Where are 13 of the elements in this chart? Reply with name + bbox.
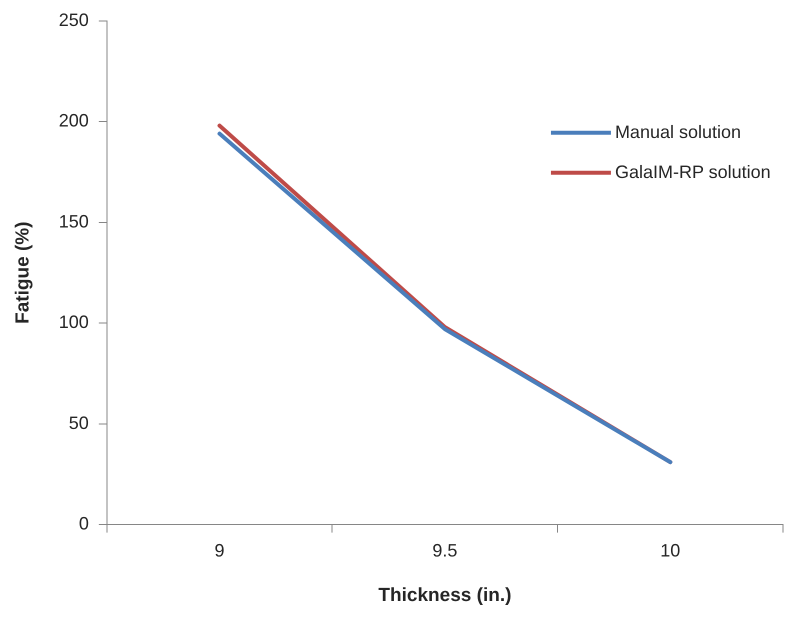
- y-tick-label: 100: [58, 312, 89, 332]
- x-axis-title: Thickness (in.): [378, 584, 512, 606]
- y-tick-label: 200: [58, 110, 89, 131]
- legend-label: GalaIM-RP solution: [614, 162, 771, 182]
- x-tick-label: 10: [660, 540, 680, 560]
- y-tick-label: 0: [78, 514, 89, 534]
- x-tick-label: 9.5: [432, 540, 458, 560]
- x-tick-label: 9: [214, 540, 225, 560]
- y-axis-title: Fatigue (%): [12, 222, 34, 324]
- legend-label: Manual solution: [614, 122, 742, 142]
- y-tick-label: 150: [58, 211, 89, 232]
- y-tick-label: 50: [68, 412, 89, 433]
- y-tick-label: 250: [58, 10, 89, 30]
